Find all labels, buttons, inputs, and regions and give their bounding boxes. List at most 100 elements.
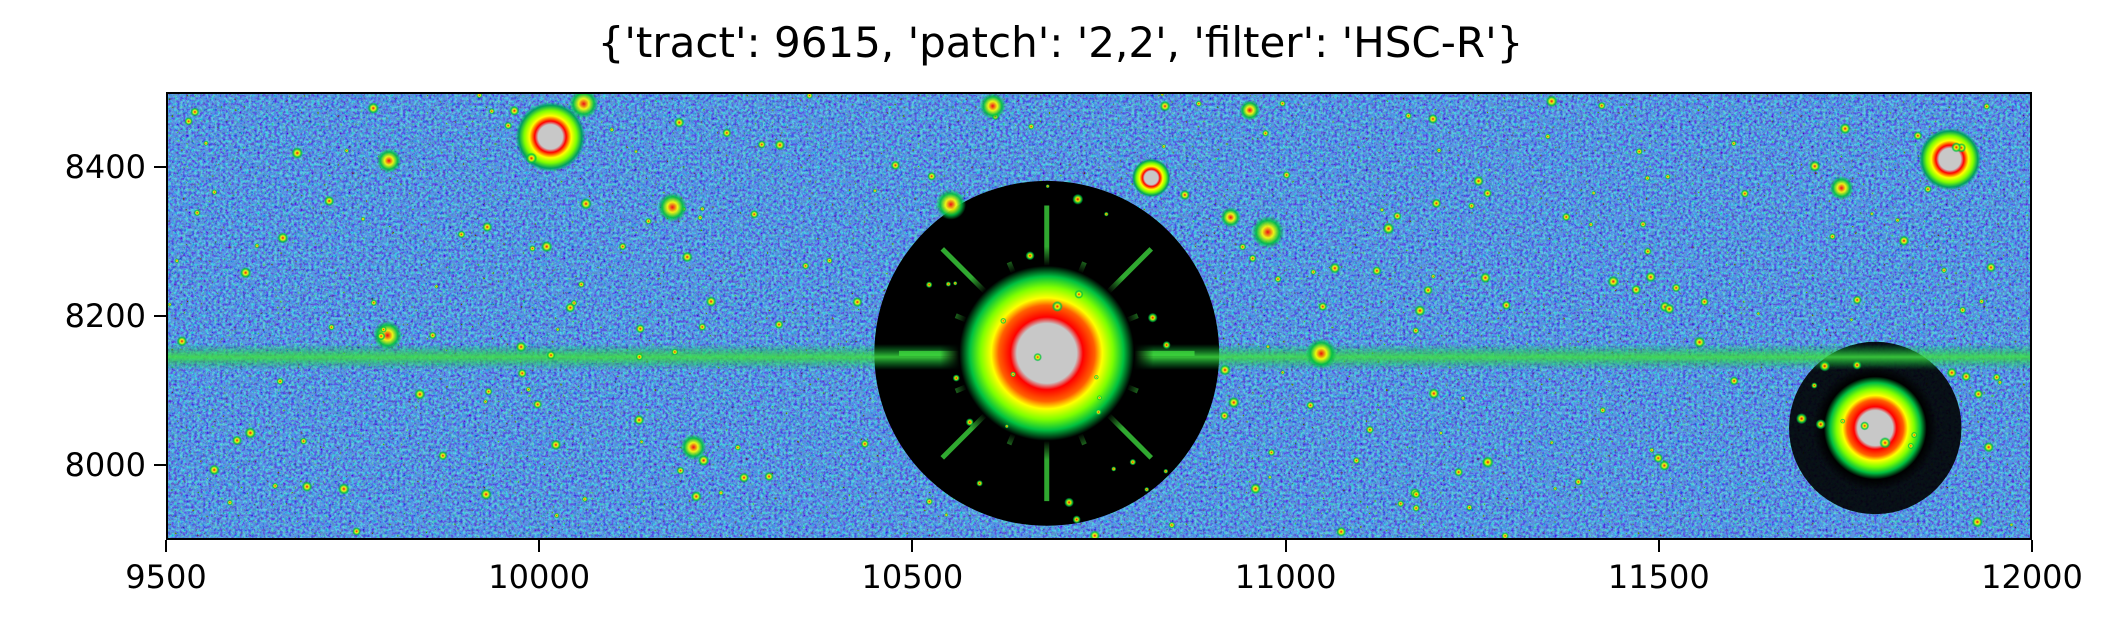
faint-source — [1220, 207, 1241, 228]
faint-source — [1382, 222, 1395, 235]
faint-source — [1397, 500, 1405, 508]
faint-source — [639, 439, 644, 445]
faint-source — [1279, 100, 1286, 107]
faint-source — [1282, 171, 1291, 179]
faint-source — [540, 240, 553, 253]
faint-source — [852, 296, 863, 308]
faint-source — [680, 434, 707, 461]
faint-source — [609, 127, 615, 133]
faint-source — [1898, 235, 1910, 247]
faint-source — [671, 348, 679, 356]
y-tick — [154, 165, 166, 168]
faint-source — [1639, 220, 1647, 228]
faint-source — [1910, 431, 1918, 439]
faint-source — [211, 189, 218, 196]
faint-source — [509, 105, 520, 116]
faint-source — [1545, 95, 1558, 108]
faint-source — [1392, 211, 1402, 221]
faint-source — [1597, 101, 1606, 110]
faint-source — [1033, 352, 1043, 362]
faint-source — [434, 284, 439, 289]
faint-source — [376, 148, 402, 173]
faint-source — [1645, 271, 1657, 283]
faint-source — [167, 302, 172, 307]
faint-source — [1195, 100, 1202, 107]
faint-source — [476, 92, 483, 99]
faint-source — [1095, 408, 1102, 416]
x-tick-label: 11000 — [1234, 558, 1337, 596]
x-tick — [1284, 540, 1287, 552]
faint-source — [276, 377, 284, 386]
faint-source — [1473, 175, 1484, 187]
faint-source — [1111, 466, 1117, 472]
faint-source — [722, 128, 732, 138]
x-tick-label: 10000 — [488, 558, 591, 596]
faint-source — [1412, 326, 1420, 335]
faint-source — [1129, 458, 1137, 466]
faint-source — [1466, 504, 1473, 511]
faint-source — [1829, 175, 1854, 201]
faint-source — [979, 92, 1006, 120]
faint-source — [872, 188, 878, 193]
faint-source — [633, 414, 645, 426]
faint-source — [1591, 190, 1596, 196]
faint-source — [550, 439, 562, 451]
faint-source — [1072, 515, 1081, 524]
faint-source — [774, 320, 784, 329]
faint-source — [1045, 184, 1050, 189]
faint-source — [734, 444, 742, 451]
faint-source — [208, 464, 220, 476]
faint-source — [1467, 202, 1476, 210]
x-tick — [538, 540, 541, 552]
faint-source — [1004, 424, 1009, 429]
faint-source — [515, 341, 527, 353]
faint-source — [952, 374, 960, 382]
faint-source — [1978, 298, 1985, 305]
faint-source — [1501, 300, 1512, 310]
faint-source — [438, 451, 448, 461]
faint-source — [635, 324, 646, 334]
faint-source — [1840, 418, 1846, 424]
faint-source — [1163, 468, 1169, 474]
faint-source — [488, 107, 495, 115]
faint-source — [1162, 340, 1171, 350]
faint-source — [1549, 440, 1554, 445]
faint-source — [718, 490, 724, 496]
faint-source — [1951, 142, 1962, 153]
faint-source — [480, 488, 492, 501]
image-plot-area — [166, 92, 2032, 540]
faint-source — [1239, 99, 1261, 121]
faint-source — [1664, 173, 1671, 180]
faint-source — [944, 512, 949, 518]
faint-source — [1404, 112, 1412, 120]
faint-source — [1481, 456, 1494, 469]
faint-source — [1653, 453, 1664, 464]
faint-source — [1248, 254, 1257, 263]
faint-source — [1983, 102, 1991, 110]
faint-source — [1501, 532, 1510, 540]
faint-source — [1588, 221, 1594, 228]
faint-source — [1852, 295, 1862, 305]
faint-source — [1454, 467, 1464, 477]
faint-source — [1144, 486, 1150, 492]
faint-source — [380, 326, 387, 333]
faint-source — [1635, 147, 1643, 156]
faint-source — [1306, 401, 1315, 410]
faint-source — [635, 352, 644, 361]
faint-source — [1907, 442, 1915, 450]
faint-source — [1924, 185, 1932, 194]
x-tick — [911, 540, 914, 552]
x-tick-label: 10500 — [861, 558, 964, 596]
faint-source — [1096, 395, 1103, 401]
faint-source — [484, 387, 493, 396]
faint-source — [580, 197, 592, 210]
faint-source — [1352, 456, 1361, 465]
faint-source — [226, 499, 233, 506]
faint-source — [633, 149, 639, 154]
faint-source — [1414, 305, 1426, 317]
x-tick-label: 11500 — [1607, 558, 1710, 596]
faint-source — [457, 230, 466, 239]
faint-source — [1093, 374, 1099, 380]
x-tick-label: 12000 — [1981, 558, 2083, 596]
